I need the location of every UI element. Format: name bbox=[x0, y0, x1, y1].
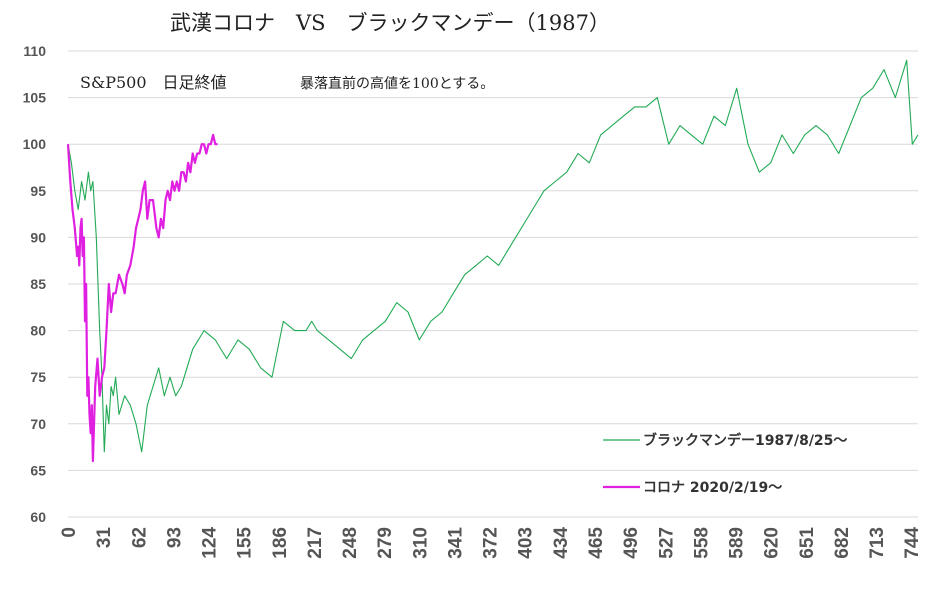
y-tick-label: 65 bbox=[30, 462, 46, 478]
x-tick-label: 713 bbox=[867, 527, 888, 559]
y-tick-label: 70 bbox=[30, 416, 46, 432]
y-tick-label: 110 bbox=[23, 43, 46, 59]
x-tick-label: 682 bbox=[832, 527, 853, 559]
y-tick-label: 85 bbox=[30, 276, 46, 292]
x-tick-label: 434 bbox=[551, 527, 572, 559]
x-tick-label: 465 bbox=[586, 527, 607, 559]
x-tick-label: 279 bbox=[375, 527, 396, 559]
gridlines bbox=[68, 50, 918, 518]
series-lines bbox=[66, 59, 919, 463]
x-tick-label: 372 bbox=[481, 527, 502, 559]
x-tick-label: 0 bbox=[59, 527, 80, 538]
y-tick-label: 60 bbox=[30, 509, 46, 525]
x-tick-label: 403 bbox=[516, 527, 537, 559]
legend-label: ブラックマンデー1987/8/25〜 bbox=[643, 432, 847, 449]
x-tick-label: 558 bbox=[691, 527, 712, 559]
x-tick-label: 744 bbox=[902, 527, 923, 559]
y-tick-label: 75 bbox=[30, 369, 46, 385]
y-tick-label: 90 bbox=[30, 229, 46, 245]
x-tick-label: 496 bbox=[621, 527, 642, 559]
x-tick-label: 186 bbox=[270, 527, 291, 559]
legend: ブラックマンデー1987/8/25〜コロナ 2020/2/19〜 bbox=[603, 432, 847, 496]
y-tick-label: 80 bbox=[30, 323, 46, 339]
x-tick-label: 589 bbox=[727, 527, 748, 559]
y-tick-label: 105 bbox=[23, 90, 47, 106]
chart-subtitle: S&P500 日足終値 bbox=[80, 73, 227, 92]
x-tick-label: 341 bbox=[445, 527, 466, 559]
x-tick-label: 527 bbox=[656, 527, 677, 559]
x-tick-label: 620 bbox=[762, 527, 783, 559]
x-tick-label: 93 bbox=[164, 527, 185, 548]
x-tick-label: 217 bbox=[305, 527, 326, 559]
x-tick-label: 248 bbox=[340, 527, 361, 559]
x-tick-label: 124 bbox=[200, 527, 221, 559]
x-axis: 0 31 62 93 124 155 186 217 248 279 310 341 372 403 434… bbox=[59, 527, 923, 559]
series-line-1 bbox=[67, 59, 919, 453]
x-tick-label: 651 bbox=[797, 527, 818, 559]
x-tick-label: 155 bbox=[235, 527, 256, 559]
series-line-2 bbox=[66, 133, 218, 463]
y-tick-label: 100 bbox=[23, 136, 47, 152]
chart-annotation: 暴落直前の高値を100とする。 bbox=[300, 75, 494, 92]
x-tick-label: 31 bbox=[94, 527, 115, 549]
x-tick-label: 310 bbox=[410, 527, 431, 559]
x-tick-label: 62 bbox=[129, 527, 150, 548]
legend-label: コロナ 2020/2/19〜 bbox=[643, 480, 782, 496]
chart-title: 武漢コロナ VS ブラックマンデー（1987） bbox=[170, 11, 610, 35]
y-axis: 60 65 70 75 80 85 90 95 100 105 110 bbox=[23, 43, 47, 525]
y-tick-label: 95 bbox=[30, 183, 46, 199]
